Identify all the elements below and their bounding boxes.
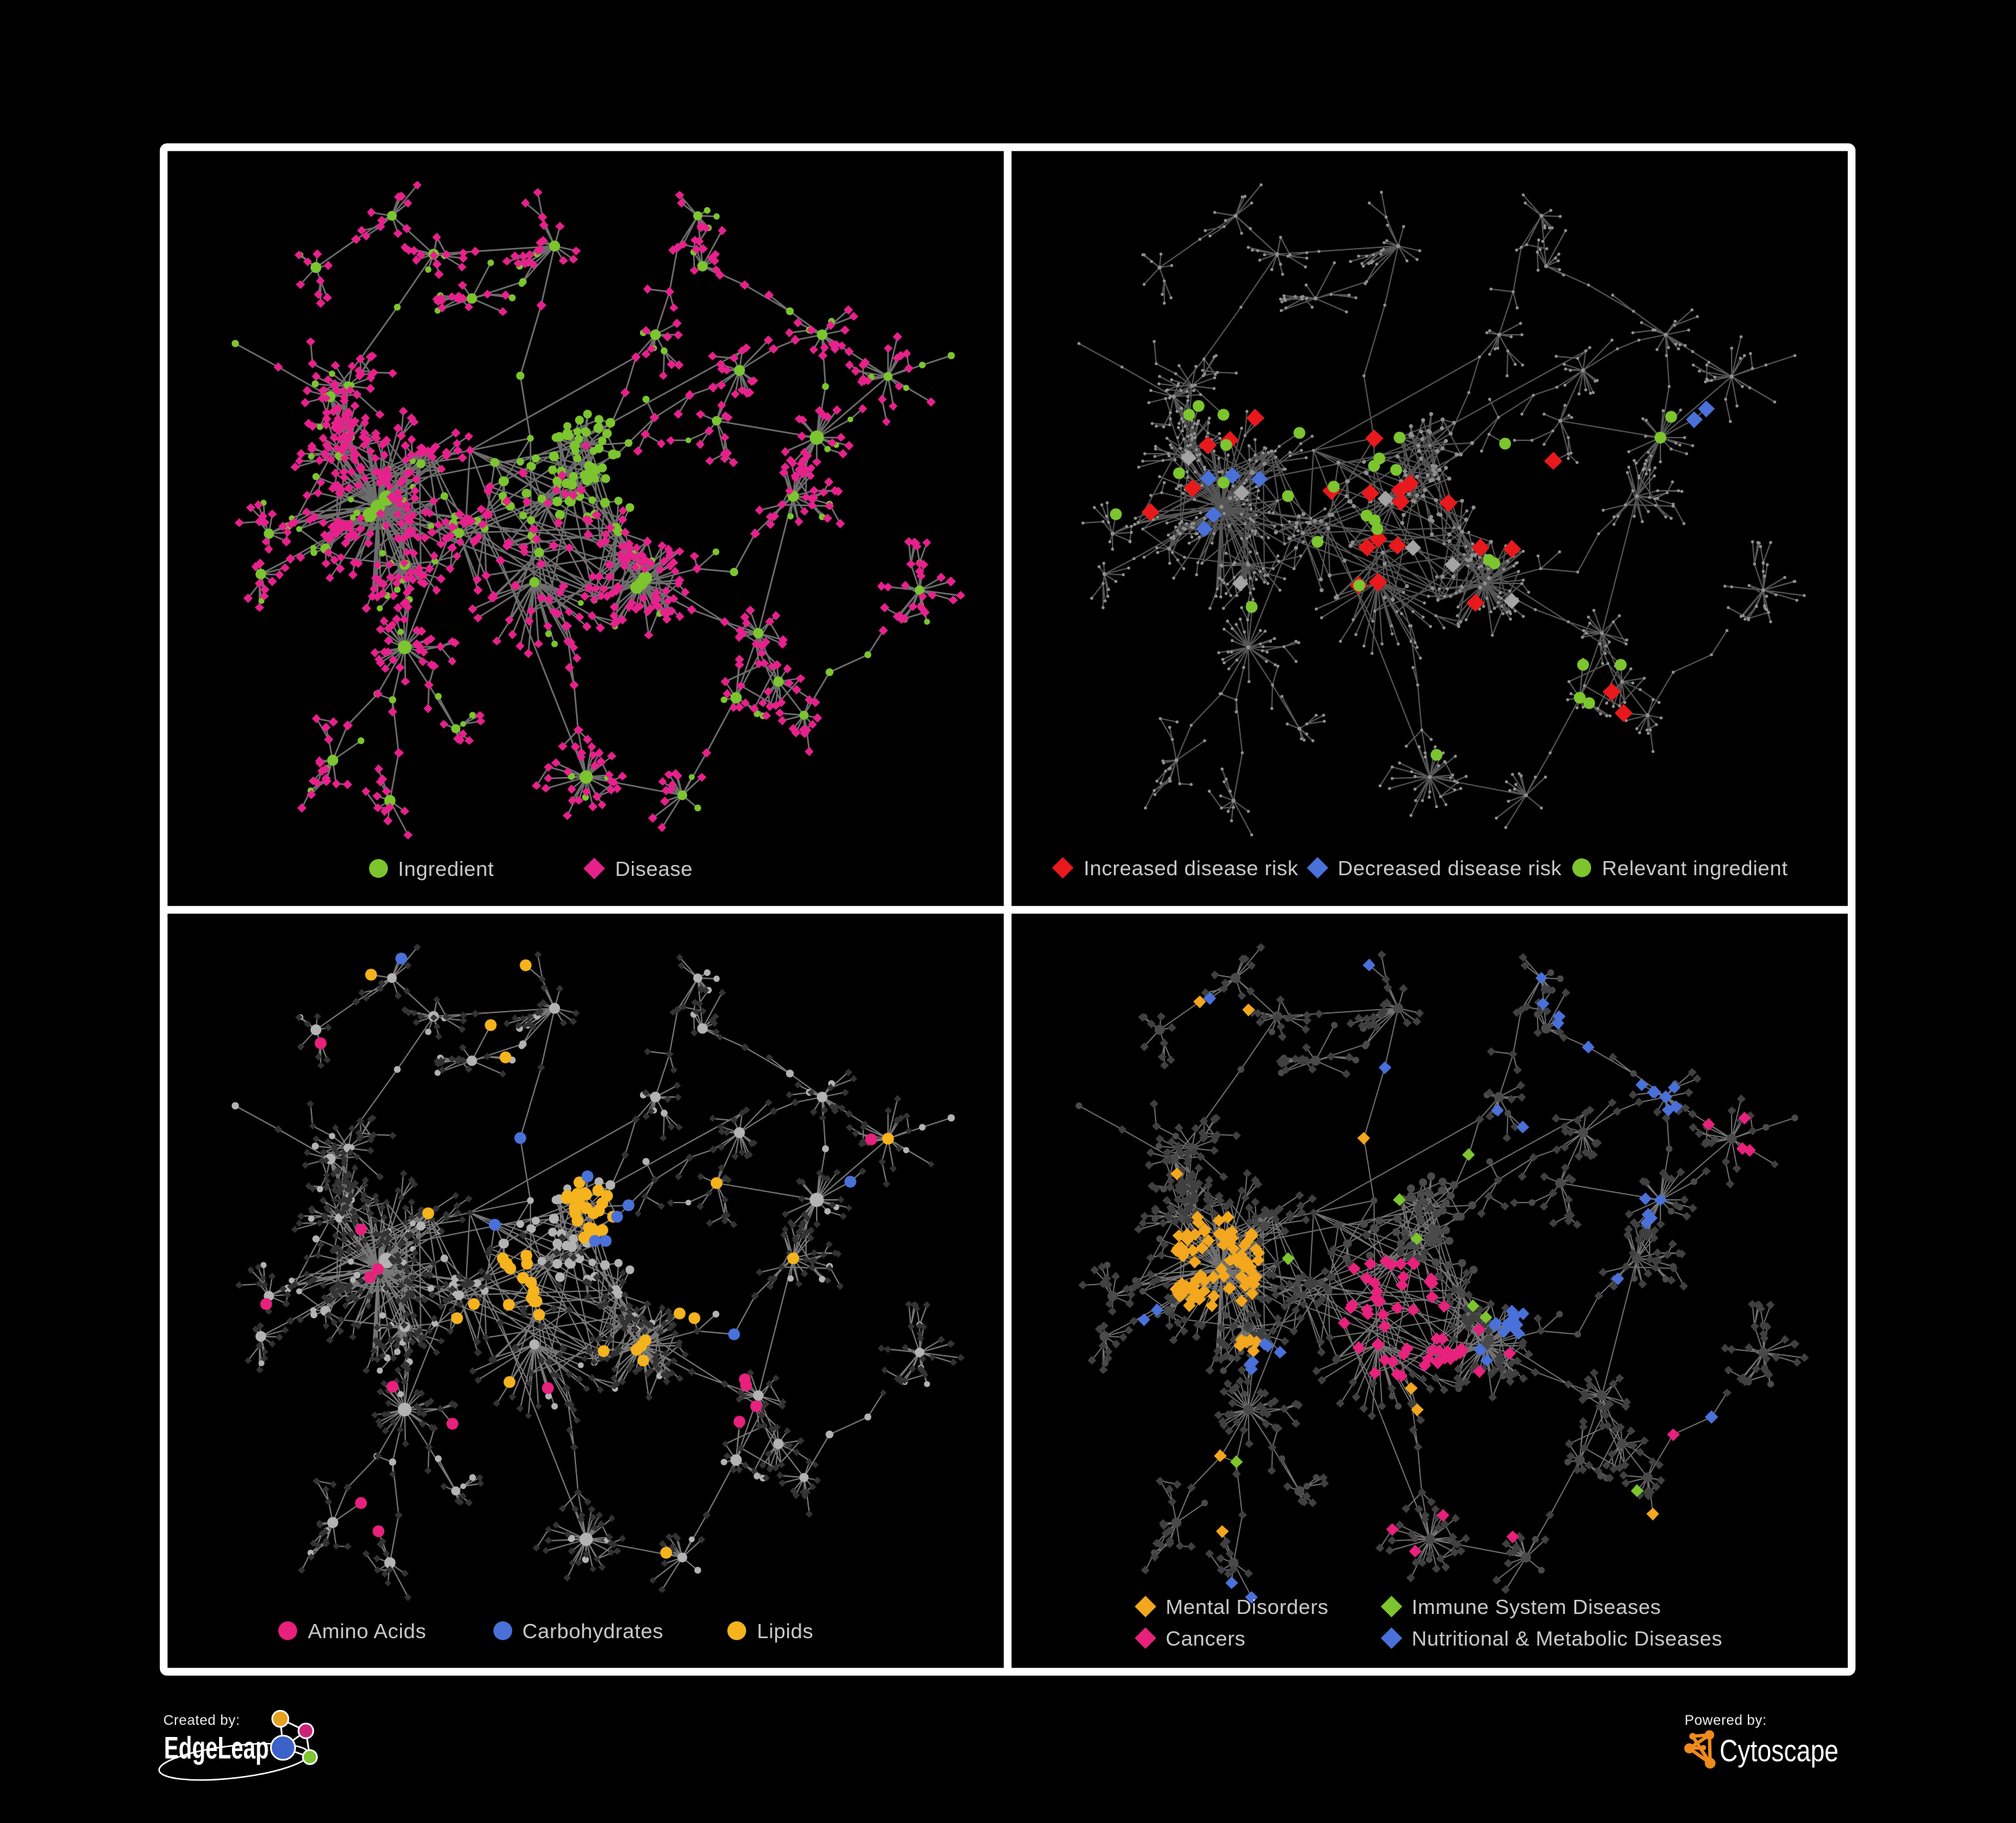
svg-text:Mental Disorders: Mental Disorders: [1166, 1595, 1328, 1619]
svg-text:Immune System Diseases: Immune System Diseases: [1412, 1595, 1661, 1619]
svg-text:Relevant ingredient: Relevant ingredient: [1602, 856, 1788, 880]
svg-text:Nutritional & Metabolic Diseas: Nutritional & Metabolic Diseases: [1412, 1627, 1722, 1650]
svg-text:Cancers: Cancers: [1166, 1627, 1246, 1650]
svg-text:Carbohydrates: Carbohydrates: [522, 1619, 663, 1643]
svg-text:Created by:: Created by:: [163, 1713, 240, 1728]
svg-text:Lipids: Lipids: [757, 1619, 813, 1643]
svg-text:Decreased disease risk: Decreased disease risk: [1338, 856, 1562, 880]
svg-text:Amino Acids: Amino Acids: [308, 1619, 426, 1643]
svg-text:Increased disease risk: Increased disease risk: [1084, 856, 1298, 880]
svg-text:Powered by:: Powered by:: [1685, 1713, 1767, 1728]
svg-text:Ingredient: Ingredient: [398, 857, 494, 881]
svg-text:EdgeLeap: EdgeLeap: [164, 1730, 269, 1765]
svg-text:Cytoscape: Cytoscape: [1720, 1734, 1839, 1768]
svg-text:Disease: Disease: [615, 857, 693, 881]
